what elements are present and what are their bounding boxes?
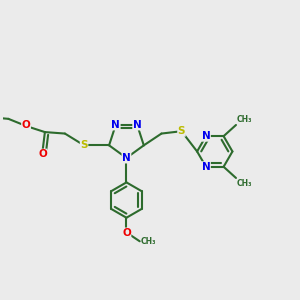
Text: O: O — [38, 149, 47, 159]
Text: N: N — [202, 162, 210, 172]
Text: N: N — [111, 120, 120, 130]
Text: N: N — [133, 120, 142, 130]
Text: O: O — [22, 120, 30, 130]
Text: O: O — [122, 228, 131, 238]
Text: CH₃: CH₃ — [141, 237, 156, 246]
Text: S: S — [178, 126, 185, 136]
Text: N: N — [202, 131, 210, 141]
Text: CH₃: CH₃ — [237, 179, 252, 188]
Text: N: N — [122, 153, 131, 163]
Text: CH₃: CH₃ — [237, 115, 252, 124]
Text: S: S — [80, 140, 88, 150]
